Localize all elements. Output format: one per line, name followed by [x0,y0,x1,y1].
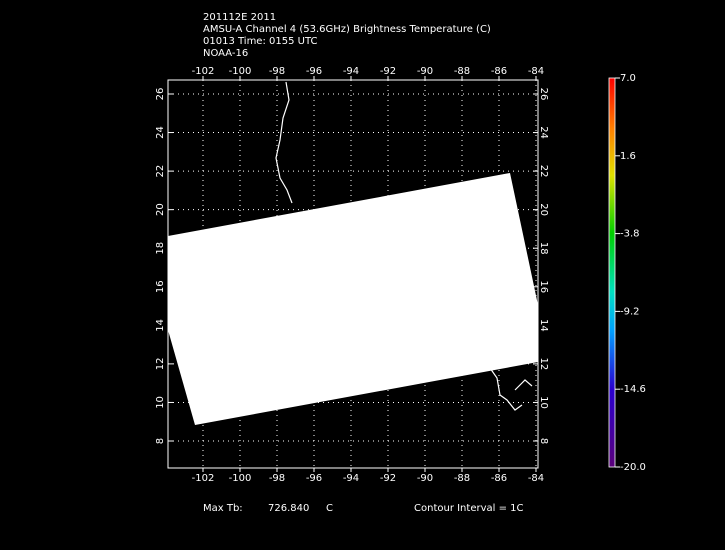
header: 201112E 2011 AMSU-A Channel 4 (53.6GHz) … [203,12,491,59]
lon-label: -92 [380,473,396,484]
footer: Max Tb: 726.840 C Contour Interval = 1C [203,503,524,514]
lat-label: 8 [538,438,549,444]
colorbar-ticks: 7.0 1.6 -3.8 -9.2 -14.6 -20.0 [615,73,646,473]
lon-label: -102 [192,66,215,77]
lon-label: -86 [491,66,507,77]
lon-label: -84 [528,473,544,484]
max-value: 726.840 [268,503,309,514]
max-label: Max Tb: [203,503,243,514]
lat-label: 10 [155,396,166,409]
lat-label: 14 [538,319,549,332]
lat-label: 14 [155,319,166,332]
lon-label: -94 [343,66,359,77]
colorbar-label: 1.6 [620,151,636,162]
lon-label: -94 [343,473,359,484]
lon-label: -96 [306,473,322,484]
lat-label: 12 [155,358,166,371]
lon-label: -100 [229,66,252,77]
lat-label: 10 [538,396,549,409]
contour-interval: Contour Interval = 1C [414,503,524,514]
lat-label: 8 [155,438,166,444]
map-content [168,81,538,425]
lon-label: -96 [306,66,322,77]
lon-label: -90 [417,473,433,484]
header-line: 01013 Time: 0155 UTC [203,36,317,47]
lon-label: -90 [417,66,433,77]
unit: C [326,503,333,514]
colorbar-label: -14.6 [620,384,646,395]
lat-label: 20 [538,203,549,216]
header-line: AMSU-A Channel 4 (53.6GHz) Brightness Te… [203,24,491,35]
lon-label: -98 [269,473,285,484]
header-line: NOAA-16 [203,48,248,59]
lon-label: -84 [528,66,544,77]
lat-label: 18 [538,242,549,255]
lon-label: -88 [454,473,470,484]
lon-label: -100 [229,473,252,484]
lat-label: 24 [155,126,166,139]
colorbar-label: -20.0 [620,462,646,473]
lat-label: 22 [538,165,549,178]
header-line: 201112E 2011 [203,12,276,23]
lat-label: 16 [155,280,166,293]
lat-label: 22 [155,165,166,178]
lat-label: 24 [538,126,549,139]
lat-label: 26 [155,88,166,101]
ticks: -102 -102 -100 -100 -98 -98 -96 -96 -94 -94 -92 -92… [155,66,549,484]
lon-label: -88 [454,66,470,77]
colorbar [608,77,616,468]
lat-label: 18 [155,242,166,255]
lon-label: -98 [269,66,285,77]
lat-label: 16 [538,280,549,293]
lon-label: -86 [491,473,507,484]
swath [168,173,538,425]
colorbar-label: 7.0 [620,73,636,84]
coastline [275,81,293,204]
lon-label: -102 [192,473,215,484]
coastline [514,379,533,391]
coastline [489,367,523,411]
colorbar-label: -9.2 [620,306,640,317]
lon-label: -92 [380,66,396,77]
lat-label: 20 [155,203,166,216]
lat-label: 12 [538,358,549,371]
map-frame [167,79,539,469]
colorbar-label: -3.8 [620,229,640,240]
lat-label: 26 [538,88,549,101]
